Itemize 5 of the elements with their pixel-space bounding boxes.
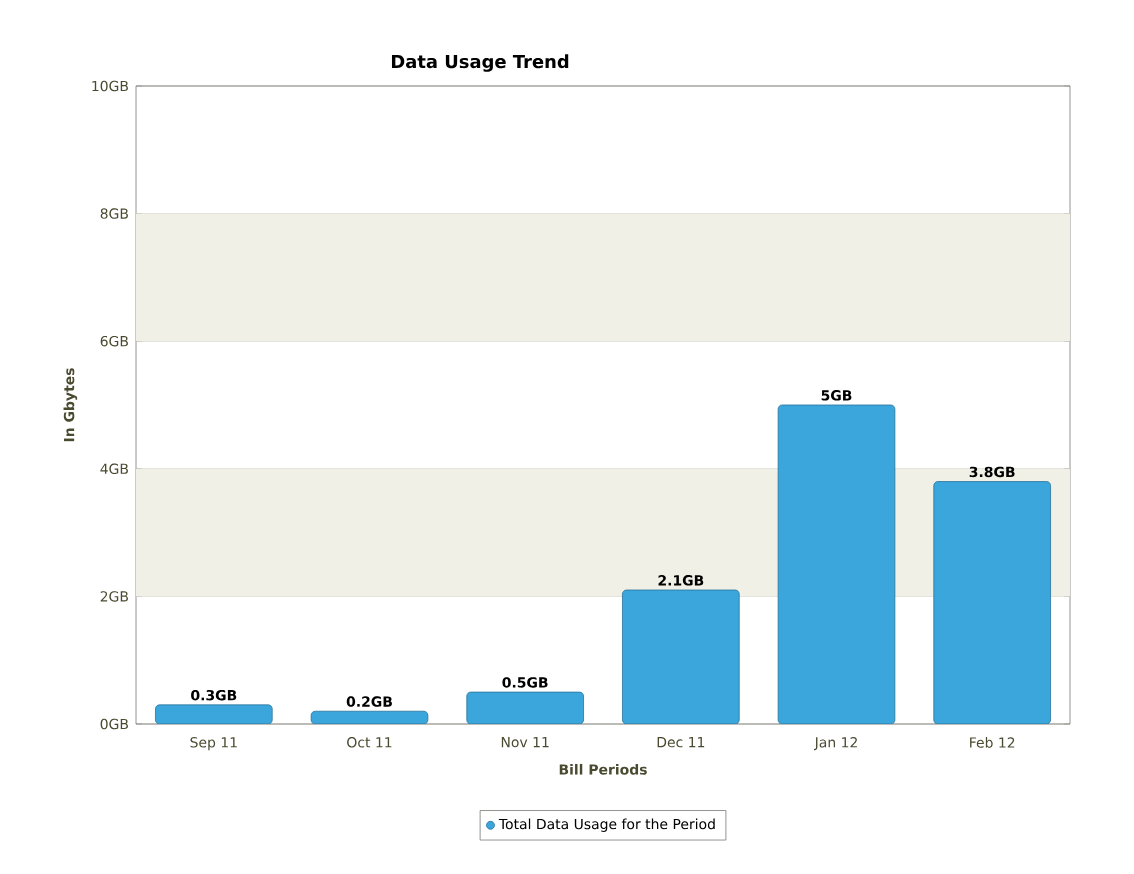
bar	[622, 589, 740, 724]
bar	[777, 404, 896, 724]
chart-title: Data Usage Trend	[391, 54, 569, 72]
bar	[933, 481, 1051, 724]
bar	[466, 691, 584, 724]
